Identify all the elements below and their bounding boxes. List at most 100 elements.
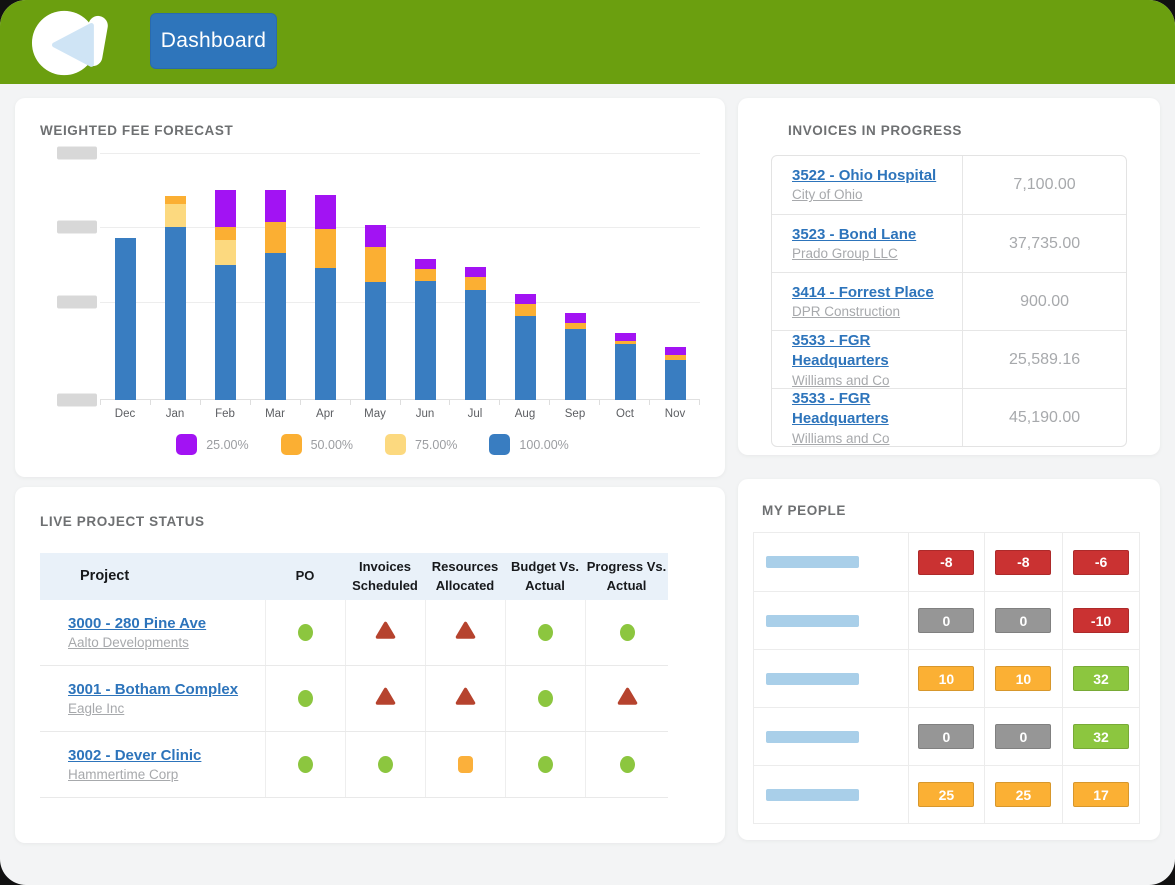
legend-item: 75.00% bbox=[385, 434, 457, 455]
project-link[interactable]: 3001 - Botham Complex bbox=[68, 680, 239, 698]
status-cell bbox=[265, 600, 345, 665]
invoice-row: 3523 - Bond Lane Prado Group LLC 37,735.00 bbox=[772, 214, 1126, 272]
bar-segment-50.00% bbox=[164, 196, 186, 204]
status-cell bbox=[585, 666, 668, 731]
invoice-client-link[interactable]: Williams and Co bbox=[792, 430, 890, 446]
metric-cell: 32 bbox=[1063, 708, 1139, 765]
bar-segment-25.00% bbox=[264, 190, 286, 222]
invoice-client-link[interactable]: Prado Group LLC bbox=[792, 245, 898, 261]
project-cell: 3002 - Dever Clinic Hammertime Corp bbox=[40, 746, 265, 784]
invoice-project-link[interactable]: 3533 - FGR Headquarters bbox=[792, 390, 889, 428]
x-axis-tick bbox=[649, 400, 699, 405]
project-client-link[interactable]: Eagle Inc bbox=[68, 700, 125, 716]
person-name-cell bbox=[754, 592, 910, 649]
status-alert-triangle-icon bbox=[455, 621, 476, 645]
x-axis-labels: Dec Jan Feb Mar Apr May Jun Jul Aug Sep Oct Nov bbox=[100, 408, 700, 420]
x-axis-label: Aug bbox=[514, 408, 536, 420]
legend-label: 75.00% bbox=[415, 437, 458, 452]
x-axis-tick bbox=[499, 400, 549, 405]
column-header: Budget Vs. Actual bbox=[511, 559, 579, 593]
invoice-client-link[interactable]: DPR Construction bbox=[792, 303, 901, 319]
bar-segment-25.00% bbox=[564, 313, 586, 323]
bar-group-mar bbox=[250, 153, 300, 400]
bar-segment-100.00% bbox=[214, 265, 236, 400]
bar-segment-50.00% bbox=[264, 222, 286, 253]
x-axis-label: Dec bbox=[114, 408, 136, 420]
person-row: 0 0 -10 bbox=[754, 591, 1139, 649]
metric-badge-orange: 10 bbox=[995, 666, 1052, 691]
metric-cell: 0 bbox=[985, 708, 1064, 765]
x-axis-tick bbox=[249, 400, 300, 405]
metric-badge-gray: 0 bbox=[918, 724, 975, 749]
status-cell bbox=[265, 666, 345, 731]
live-project-status-panel: LIVE PROJECT STATUS Project PO Invoices Sc… bbox=[15, 487, 725, 843]
invoices-in-progress-panel: INVOICES IN PROGRESS 3522 - Ohio Hospita… bbox=[738, 98, 1160, 455]
metric-cell: 17 bbox=[1063, 766, 1139, 823]
invoices-in-progress-title: INVOICES IN PROGRESS bbox=[788, 123, 963, 138]
invoice-project-cell: 3414 - Forrest Place DPR Construction bbox=[772, 273, 964, 330]
project-client-link[interactable]: Aalto Developments bbox=[68, 634, 189, 650]
invoice-row: 3522 - Ohio Hospital City of Ohio 7,100.00 bbox=[772, 156, 1126, 214]
x-axis-tick bbox=[449, 400, 499, 405]
bar-group-dec bbox=[100, 153, 150, 400]
bar-group-may bbox=[350, 153, 400, 400]
status-ok-circle-icon bbox=[298, 756, 313, 773]
invoice-amount: 25,589.16 bbox=[1008, 351, 1081, 369]
stacked-bar bbox=[664, 347, 686, 400]
bar-group-feb bbox=[200, 153, 250, 400]
project-client-link[interactable]: Hammertime Corp bbox=[68, 766, 179, 782]
my-people-panel: MY PEOPLE -8 -8 -6 0 0 -10 10 10 32 0 0 32 25 25 17 bbox=[738, 479, 1160, 840]
bar-segment-100.00% bbox=[264, 253, 286, 400]
status-ok-circle-icon bbox=[619, 624, 635, 641]
legend-item: 25.00% bbox=[176, 434, 249, 455]
x-axis-label: Feb bbox=[215, 408, 235, 420]
bar-segment-25.00% bbox=[414, 259, 436, 269]
bar-group-nov bbox=[650, 153, 700, 400]
status-alert-triangle-icon bbox=[375, 621, 396, 645]
stacked-bar-chart bbox=[40, 146, 705, 407]
invoice-project-link[interactable]: 3414 - Forrest Place bbox=[792, 283, 934, 301]
my-people-title: MY PEOPLE bbox=[762, 503, 846, 518]
x-axis-label: Oct bbox=[616, 408, 634, 420]
project-status-row: 3001 - Botham Complex Eagle Inc bbox=[40, 666, 668, 732]
stacked-bar bbox=[114, 238, 136, 400]
invoice-client-link[interactable]: Williams and Co bbox=[792, 372, 890, 388]
bar-segment-25.00% bbox=[214, 190, 236, 227]
bar-segment-100.00% bbox=[664, 360, 686, 400]
legend-label: 100.00% bbox=[519, 437, 569, 452]
x-axis-ticks bbox=[100, 400, 700, 405]
person-name-cell bbox=[754, 650, 910, 707]
status-alert-triangle-icon bbox=[375, 687, 396, 711]
x-axis-tick bbox=[599, 400, 649, 405]
stacked-bar bbox=[464, 267, 486, 400]
column-header: Progress Vs. Actual bbox=[586, 559, 667, 593]
legend-swatch-25.00% bbox=[176, 434, 198, 455]
bar-segment-50.00% bbox=[664, 355, 686, 360]
project-status-row: 3000 - 280 Pine Ave Aalto Developments bbox=[40, 600, 668, 666]
status-alert-triangle-icon bbox=[455, 687, 476, 711]
project-link[interactable]: 3002 - Dever Clinic bbox=[68, 746, 202, 764]
metric-badge-red: -8 bbox=[995, 549, 1052, 575]
invoice-project-link[interactable]: 3523 - Bond Lane bbox=[792, 225, 917, 243]
status-ok-circle-icon bbox=[538, 756, 553, 773]
project-link[interactable]: 3000 - 280 Pine Ave bbox=[68, 614, 207, 632]
invoice-project-cell: 3522 - Ohio Hospital City of Ohio bbox=[772, 156, 964, 214]
person-name-placeholder bbox=[766, 614, 859, 627]
dashboard-button[interactable]: Dashboard bbox=[150, 13, 277, 69]
metric-cell: 10 bbox=[909, 650, 985, 707]
invoice-project-link[interactable]: 3533 - FGR Headquarters bbox=[792, 332, 889, 370]
stacked-bar bbox=[414, 259, 436, 400]
metric-badge-red: -6 bbox=[1073, 549, 1130, 575]
invoice-client-link[interactable]: City of Ohio bbox=[792, 187, 863, 203]
y-axis-label-placeholder bbox=[57, 393, 97, 407]
legend-swatch-75.00% bbox=[385, 434, 407, 455]
bar-segment-75.00% bbox=[164, 204, 186, 227]
invoice-project-link[interactable]: 3522 - Ohio Hospital bbox=[792, 167, 937, 185]
legend-item: 100.00% bbox=[489, 434, 569, 455]
legend-label: 50.00% bbox=[310, 437, 354, 452]
status-ok-circle-icon bbox=[298, 690, 313, 707]
bar-segment-75.00% bbox=[214, 240, 236, 265]
invoice-project-cell: 3523 - Bond Lane Prado Group LLC bbox=[772, 215, 964, 272]
metric-cell: -6 bbox=[1063, 533, 1139, 591]
x-axis-label: Jan bbox=[165, 408, 185, 420]
